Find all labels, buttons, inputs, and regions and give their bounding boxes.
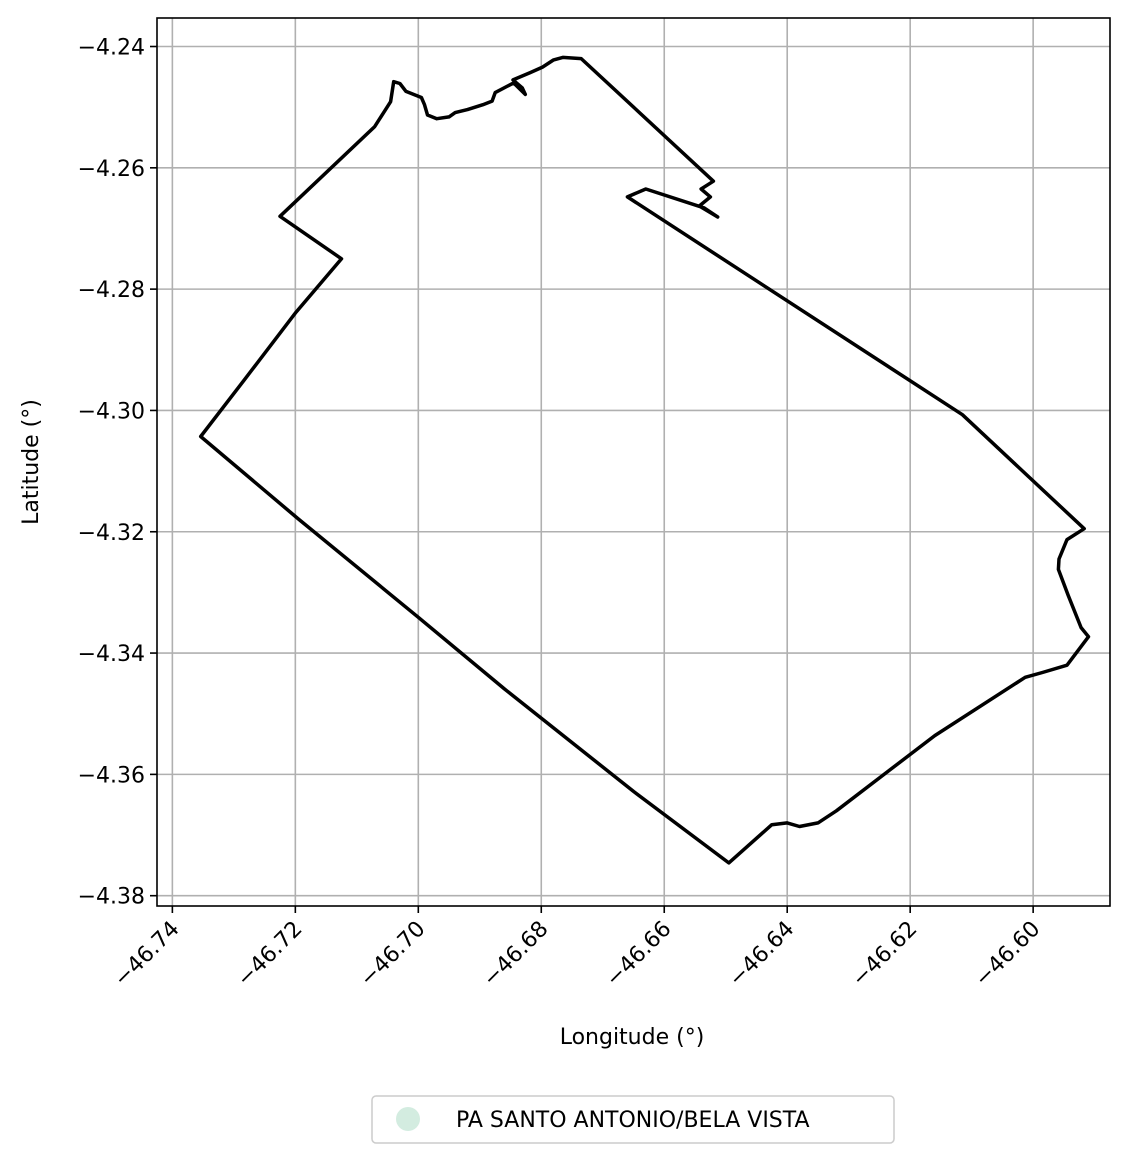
legend: PA SANTO ANTONIO/BELA VISTA <box>371 1095 895 1144</box>
boundary-layer <box>198 55 1091 865</box>
legend-marker <box>396 1107 420 1131</box>
y-tick-label: −4.28 <box>78 278 145 303</box>
y-axis-label: Latitude (°) <box>19 399 44 525</box>
y-tick-label: −4.24 <box>78 36 145 61</box>
pa-boundary-outline <box>198 55 1091 865</box>
y-tick-label: −4.38 <box>78 885 145 910</box>
y-tick-label: −4.36 <box>78 763 145 788</box>
y-tick-label: −4.26 <box>78 157 145 182</box>
x-axis-label: Longitude (°) <box>560 1025 705 1050</box>
y-tick-label: −4.34 <box>78 642 145 667</box>
y-tick-label: −4.32 <box>78 521 145 546</box>
legend-label: PA SANTO ANTONIO/BELA VISTA <box>456 1108 810 1133</box>
axes-frame <box>156 17 1111 907</box>
legend-box <box>371 1095 895 1144</box>
y-tick-label: −4.30 <box>78 399 145 424</box>
y-axis-ticks: −4.24 −4.26 −4.28 −4.30 −4.32 −4.34 −4.36 −4.38 <box>78 36 157 910</box>
